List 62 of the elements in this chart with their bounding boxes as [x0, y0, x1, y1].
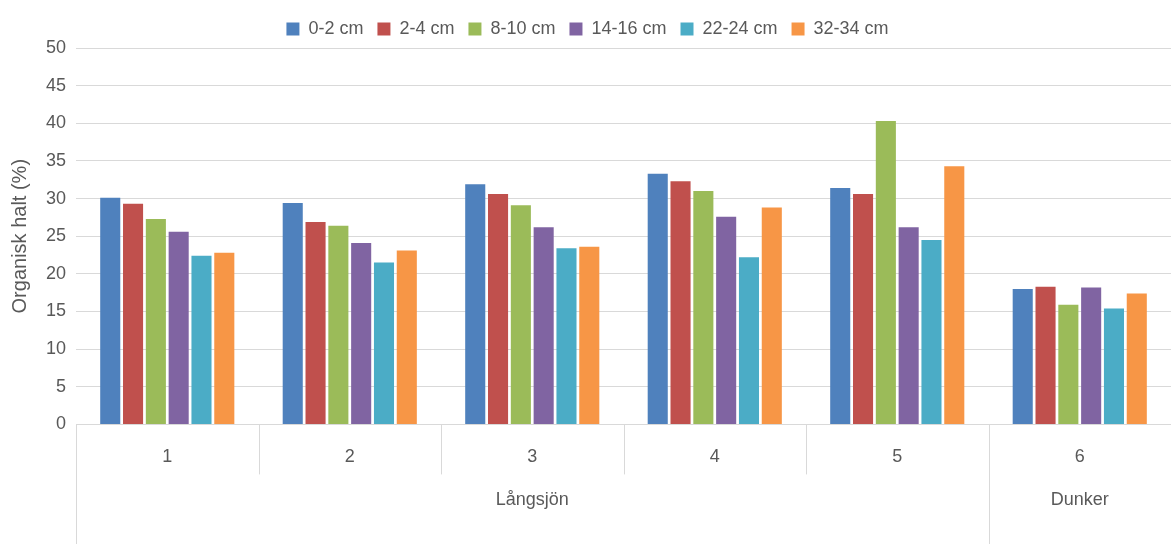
y-tick-label: 35	[45, 149, 67, 170]
y-tick-label: 30	[45, 187, 67, 208]
y-axis-title: Organisk halt (%)	[7, 158, 30, 314]
bar	[670, 181, 691, 424]
bar	[647, 173, 668, 424]
bar	[693, 191, 714, 424]
bar	[351, 242, 372, 424]
bar	[579, 246, 600, 424]
y-tick-label: 50	[45, 36, 67, 57]
legend-label: 14-16 cm	[591, 17, 667, 38]
bar	[556, 248, 577, 424]
bar	[282, 203, 303, 424]
legend-label: 2-4 cm	[399, 17, 455, 38]
y-tick-label: 15	[45, 300, 67, 321]
bar	[214, 252, 235, 424]
bar	[145, 218, 166, 424]
legend-label: 22-24 cm	[702, 17, 778, 38]
text: Långsjön	[495, 489, 569, 510]
x-tick-label: 5	[892, 446, 903, 467]
x-tick-label: 2	[344, 446, 355, 467]
x-tick-label: 6	[1074, 446, 1085, 467]
bar	[533, 227, 554, 424]
y-tick-label: 10	[45, 338, 67, 359]
legend-label: 0-2 cm	[308, 17, 364, 38]
bar	[716, 216, 737, 424]
bar	[373, 262, 395, 424]
bar	[830, 188, 851, 424]
bar	[1058, 304, 1079, 424]
bar	[1081, 287, 1102, 424]
bar	[328, 225, 349, 424]
bar	[921, 239, 942, 424]
bar	[853, 194, 874, 424]
bar	[191, 255, 212, 424]
bar	[1126, 293, 1147, 424]
bar	[898, 227, 919, 424]
legend-label: 8-10 cm	[490, 17, 556, 38]
y-tick-label: 40	[45, 112, 67, 133]
x-tick-label: 4	[709, 446, 720, 467]
y-tick-label: 20	[45, 262, 67, 283]
bar	[305, 221, 326, 424]
bar	[1103, 308, 1125, 424]
bar	[510, 205, 531, 424]
y-tick-label: 25	[45, 225, 67, 246]
bar	[875, 121, 896, 424]
bar	[1035, 286, 1056, 424]
bar	[396, 250, 417, 424]
bar	[123, 203, 144, 424]
bar	[738, 257, 760, 424]
bar	[761, 207, 782, 424]
x-tick-label: 3	[527, 446, 538, 467]
y-tick-label: 5	[56, 375, 67, 396]
bar	[944, 166, 965, 424]
y-tick-label: 45	[45, 74, 67, 95]
legend-label: 32-34 cm	[813, 17, 889, 38]
x-tick-label: 1	[162, 446, 173, 467]
bar	[168, 231, 189, 424]
bar	[1012, 288, 1033, 424]
y-tick-label: 0	[56, 413, 67, 434]
text: Dunker	[1050, 489, 1109, 510]
bar	[488, 194, 509, 424]
bar	[100, 197, 121, 424]
bar	[465, 184, 486, 424]
